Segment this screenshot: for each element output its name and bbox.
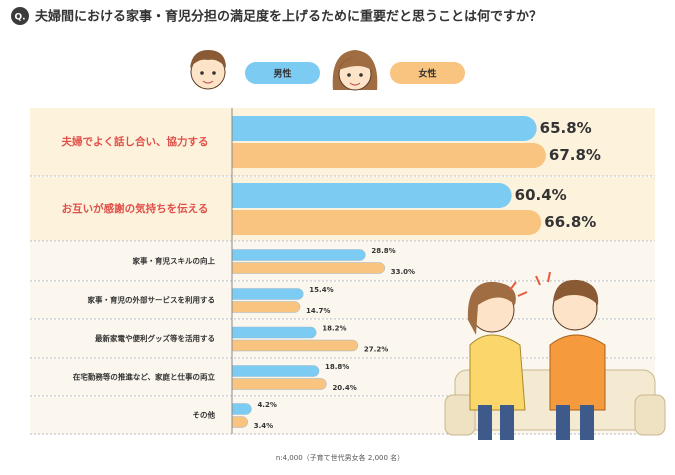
bar: [232, 116, 537, 141]
category-label: 家事・育児の外部サービスを利用する: [88, 295, 216, 305]
bar: [232, 143, 546, 168]
category-label: 在宅勤務等の推進など、家庭と仕事の両立: [73, 372, 216, 382]
bar: [231, 403, 252, 415]
value-label: 33.0%: [391, 268, 415, 276]
value-label: 27.2%: [364, 346, 388, 354]
bar: [232, 183, 512, 208]
category-label: その他: [193, 410, 216, 420]
couple-illustration: [444, 271, 666, 440]
category-label: 家事・育児スキルの向上: [133, 256, 216, 266]
male-face: [190, 50, 226, 90]
chart-title: 夫婦間における家事・育児分担の満足度を上げるために重要だと思うことは何ですか？: [35, 9, 542, 25]
badge: Q.: [14, 13, 25, 23]
bar: [231, 301, 301, 313]
bar: [231, 249, 366, 261]
value-label: 28.8%: [371, 247, 395, 255]
bar: [231, 365, 320, 377]
category-label: 夫婦でよく話し合い、協力する: [62, 135, 209, 148]
value-label: 65.8%: [540, 119, 592, 137]
value-label: 67.8%: [549, 146, 601, 164]
value-label: 66.8%: [544, 213, 596, 231]
value-label: 15.4%: [309, 286, 333, 294]
bar: [231, 378, 327, 390]
value-label: 3.4%: [254, 422, 273, 430]
legend-label: 男性: [273, 68, 291, 80]
row-background: [30, 242, 655, 281]
bar: [231, 262, 385, 274]
value-label: 18.2%: [322, 325, 346, 333]
note: n:4,000（子育て世代男女各 2,000 名）: [276, 453, 404, 462]
value-label: 4.2%: [257, 401, 276, 409]
bar: [231, 339, 359, 352]
bar: [231, 326, 317, 339]
value-label: 60.4%: [515, 186, 567, 204]
bar: [231, 416, 248, 428]
category-label: 最新家電や便利グッズ等を活用する: [95, 333, 215, 343]
category-label: お互いが感謝の気持ちを伝える: [62, 202, 209, 215]
bar: [231, 288, 304, 300]
value-label: 20.4%: [332, 384, 356, 392]
female-face: [332, 50, 378, 91]
value-label: 18.8%: [325, 363, 349, 371]
legend-swatch: [245, 62, 320, 84]
row-background: [30, 282, 655, 319]
legend-swatch: [390, 62, 465, 84]
legend-label: 女性: [418, 68, 436, 80]
value-label: 14.7%: [306, 307, 330, 315]
bar: [232, 210, 542, 235]
badge-circle: [11, 7, 29, 25]
